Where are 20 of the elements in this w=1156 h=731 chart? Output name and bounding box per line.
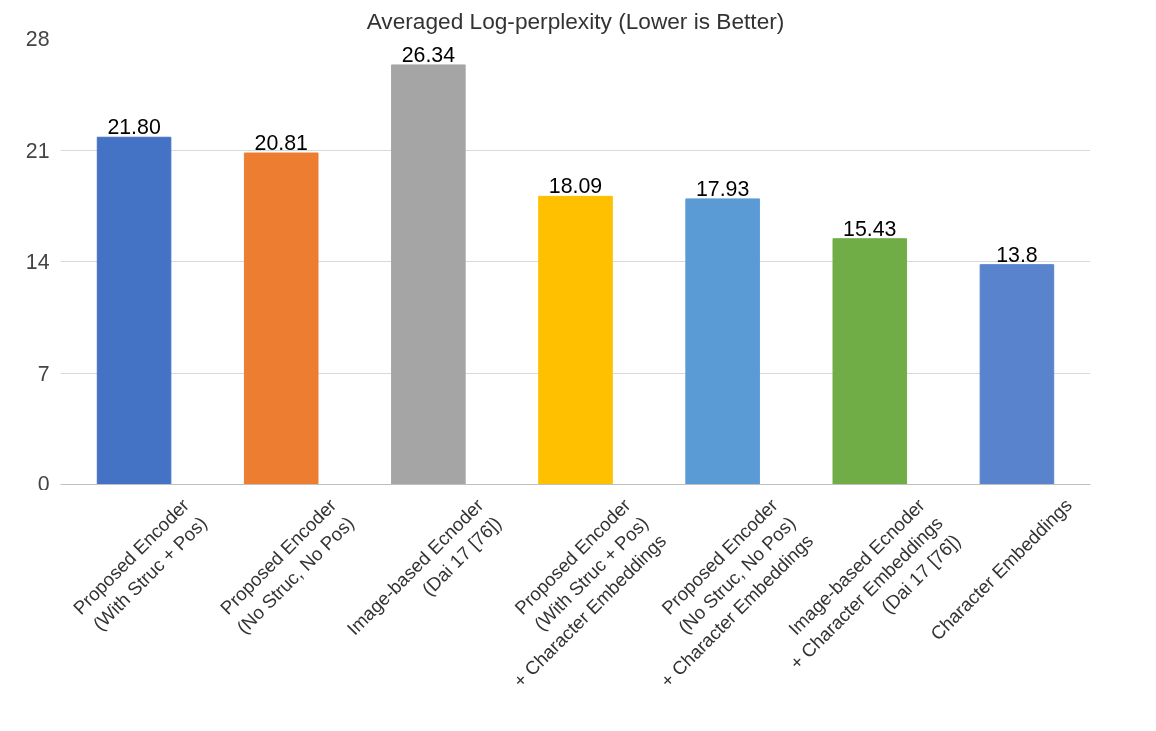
y-tick-label: 21	[25, 138, 50, 163]
bar	[391, 64, 466, 485]
bar	[538, 195, 613, 485]
bar	[685, 198, 760, 485]
data-label: 26.34	[401, 42, 456, 67]
y-tick-label: 7	[37, 361, 50, 386]
bar	[96, 136, 172, 485]
bar	[832, 238, 908, 485]
y-tick-label: 14	[25, 250, 50, 274]
data-label: 18.09	[548, 174, 603, 199]
data-label: 20.81	[254, 131, 308, 156]
y-tick-label: 28	[25, 27, 50, 51]
chart-title: Averaged Log-perplexity (Lower is Better)	[366, 7, 785, 34]
bar	[243, 152, 319, 485]
data-label: 17.93	[695, 176, 750, 201]
bar	[979, 264, 1055, 485]
data-label: 21.80	[107, 115, 161, 140]
data-label: 13.8	[996, 242, 1038, 267]
y-tick-label: 0	[37, 471, 50, 496]
data-label: 15.43	[843, 216, 897, 241]
